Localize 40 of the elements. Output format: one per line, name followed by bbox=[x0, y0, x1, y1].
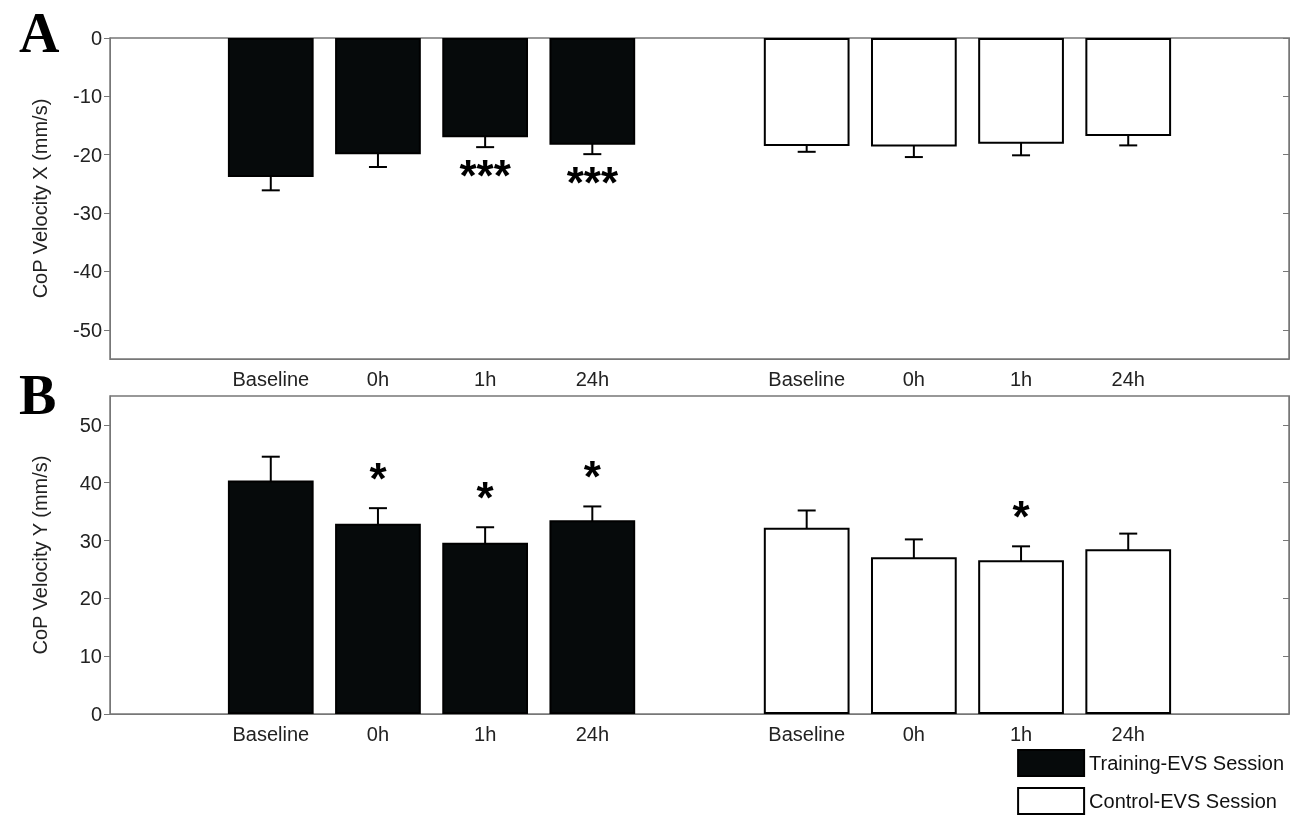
x-tick-label: 0h bbox=[902, 368, 925, 390]
annotation: * bbox=[1012, 491, 1031, 541]
y-tick-label: -30 bbox=[73, 202, 102, 225]
y-tick-label: 50 bbox=[79, 413, 102, 436]
x-tick-label: 0h bbox=[902, 723, 925, 745]
y-tick-label: 10 bbox=[79, 645, 102, 668]
x-tick-label: 0h bbox=[366, 723, 390, 745]
y-tick-label: 30 bbox=[79, 529, 102, 552]
y-tick-label: 0 bbox=[90, 27, 102, 49]
x-tick-label: Baseline bbox=[768, 368, 846, 390]
x-tick-label: 1h bbox=[1009, 368, 1033, 390]
x-tick-label: 1h bbox=[1009, 723, 1033, 745]
annotation: *** bbox=[459, 150, 512, 200]
x-tick-label: 0h bbox=[366, 368, 390, 390]
x-tick-label: Baseline bbox=[232, 368, 310, 390]
x-tick-label: 1h bbox=[474, 368, 497, 390]
annotation: * bbox=[369, 453, 388, 503]
x-tick-label: 24h bbox=[575, 723, 610, 745]
y-tick-label: 40 bbox=[79, 471, 102, 494]
annotation: *** bbox=[566, 157, 619, 207]
y-axis-title: CoP Velocity X (mm/s) bbox=[29, 98, 51, 299]
legend-label: Training-EVS Session bbox=[1089, 752, 1284, 774]
legend-label: Control-EVS Session bbox=[1089, 790, 1277, 812]
y-tick-label: -50 bbox=[73, 318, 102, 341]
y-tick-label: 0 bbox=[90, 703, 102, 725]
y-tick-label: -40 bbox=[73, 260, 102, 283]
x-tick-label: 24h bbox=[1111, 368, 1145, 390]
y-tick-label: -20 bbox=[73, 143, 102, 166]
x-tick-label: Baseline bbox=[768, 723, 846, 745]
x-tick-label: 1h bbox=[474, 723, 497, 745]
x-tick-label: Baseline bbox=[232, 723, 310, 745]
y-tick-label: 20 bbox=[79, 587, 102, 610]
x-tick-label: 24h bbox=[1111, 723, 1145, 745]
chart-title: A bbox=[19, 2, 60, 64]
y-tick-label: -10 bbox=[73, 85, 102, 108]
chart-title: B bbox=[19, 364, 57, 426]
annotation: * bbox=[583, 451, 602, 501]
x-tick-label: 24h bbox=[575, 368, 610, 390]
annotation: * bbox=[476, 472, 495, 522]
y-axis-title: CoP Velocity Y (mm/s) bbox=[29, 455, 51, 655]
